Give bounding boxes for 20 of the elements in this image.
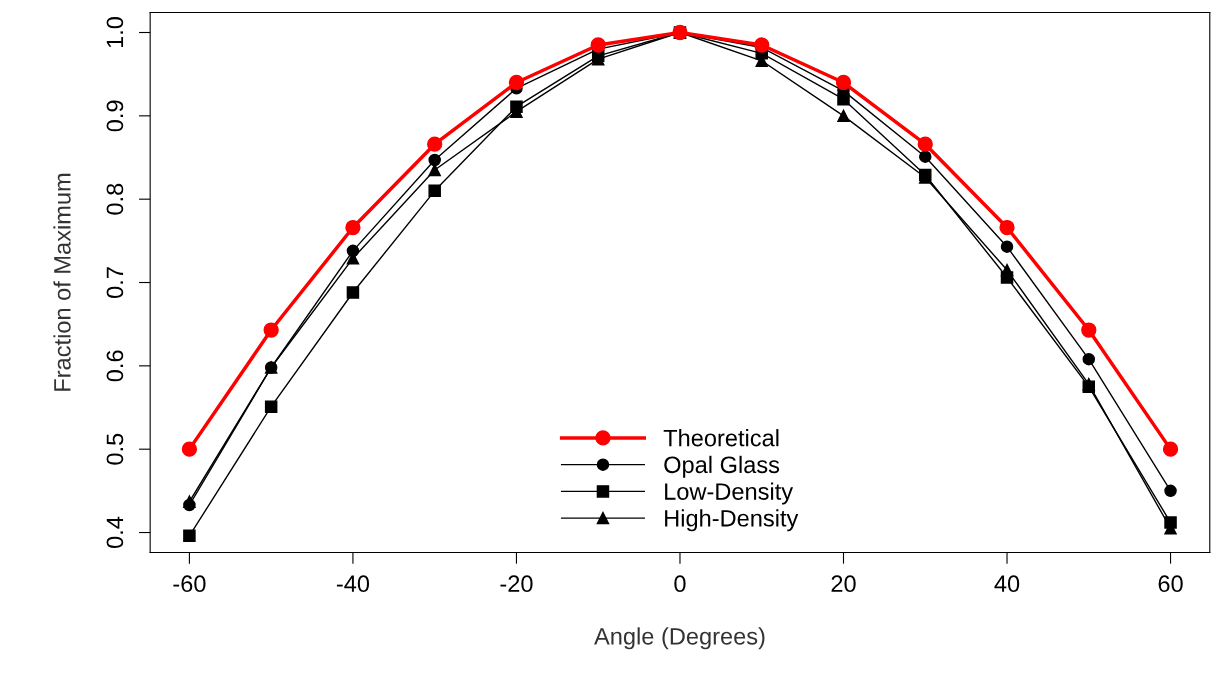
y-tick-label: 0.6	[106, 350, 124, 382]
legend-label: High-Density	[665, 509, 799, 532]
legend-label: Theoretical	[663, 429, 779, 447]
y-axis-title: Fraction of Maximum	[53, 173, 71, 391]
x-tick-label: -20	[500, 575, 533, 593]
x-tick-label: 40	[994, 575, 1020, 593]
x-tick-label: 60	[1158, 575, 1183, 593]
y-tick-label: 0.9	[106, 100, 124, 132]
legend-label: Opal Glass	[664, 455, 780, 478]
x-tick-label: -60	[173, 575, 206, 593]
y-tick-label: 1.0	[106, 17, 124, 48]
x-tick-label: 0	[674, 575, 686, 593]
x-tick-label: -40	[336, 575, 370, 593]
legend-label: Low-Density	[665, 482, 794, 505]
y-tick-label: 0.5	[106, 433, 124, 465]
y-tick-label: 0.8	[106, 183, 124, 215]
x-tick-label: 20	[831, 575, 856, 593]
y-tick-label: 0.7	[106, 267, 124, 298]
y-tick-label: 0.4	[106, 516, 124, 549]
x-axis-title: Angle (Degrees)	[594, 627, 765, 650]
